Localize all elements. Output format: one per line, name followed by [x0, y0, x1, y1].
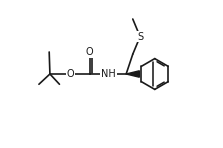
Text: NH: NH [101, 69, 116, 79]
Text: S: S [137, 32, 143, 42]
Text: O: O [67, 69, 74, 79]
Text: O: O [86, 47, 93, 57]
Polygon shape [126, 71, 139, 77]
